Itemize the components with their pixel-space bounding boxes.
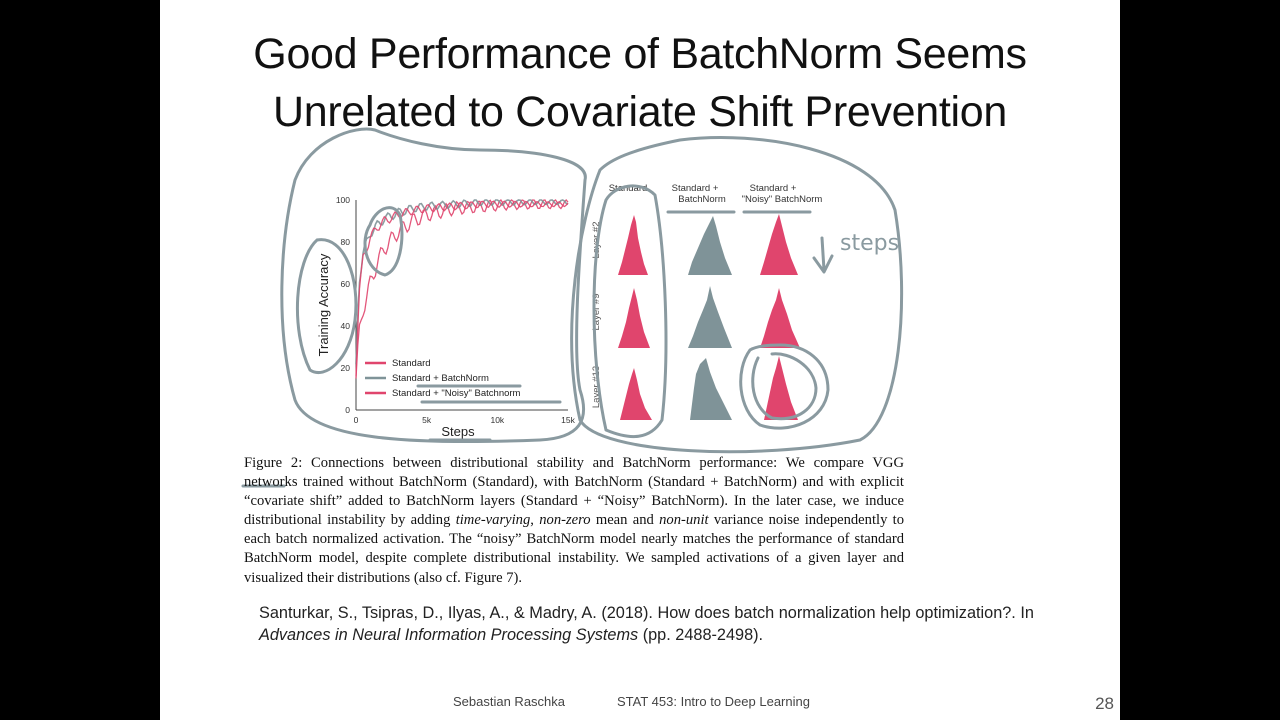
x-tick-label: 5k	[422, 415, 432, 425]
caption-em2: non-zero	[539, 512, 591, 529]
caption-part3: mean and	[590, 512, 660, 529]
col-label-noisy-1: Standard +	[750, 183, 797, 194]
series-line-1	[355, 199, 569, 365]
row-label-layer13: Layer #13	[591, 366, 602, 408]
dist-noisy-layer9	[760, 288, 800, 348]
y-tick-label: 100	[336, 195, 350, 205]
footer-course: STAT 453: Intro to Deep Learning	[617, 694, 810, 709]
y-tick-label: 60	[341, 279, 351, 289]
x-tick-label: 10k	[490, 415, 504, 425]
ink-noisy-circle-inner	[751, 352, 818, 421]
dist-standard-layer13	[620, 368, 652, 420]
ink-noisy-circle	[739, 343, 830, 430]
legend-label-batchnorm: Standard + BatchNorm	[392, 373, 489, 384]
x-tick-label: 15k	[561, 415, 575, 425]
y-tick-label: 80	[341, 237, 351, 247]
page-number: 28	[1095, 694, 1114, 713]
ink-steps-text: steps	[840, 231, 899, 256]
legend-label-standard: Standard	[392, 358, 431, 369]
caption-part1: Figure 2: Connections between distributi…	[244, 455, 904, 529]
y-tick-label: 20	[341, 363, 351, 373]
reference-venue: Advances in Neural Information Processin…	[259, 626, 639, 644]
x-tick-label: 0	[354, 415, 359, 425]
dist-batchnorm-layer13	[690, 358, 732, 420]
y-tick-label: 0	[345, 405, 350, 415]
figure-graphic: 0 20 40 60 80 100 0 5k 10k 15k Training Accuracy…	[241, 127, 904, 488]
slide-title-line1: Good Performance of BatchNorm Seems	[253, 30, 1027, 78]
figure-caption: Figure 2: Connections between distributi…	[244, 454, 904, 588]
ink-distribution-loop	[570, 136, 904, 454]
series-line-2	[355, 200, 569, 377]
dist-batchnorm-layer2	[688, 216, 732, 275]
caption-part2: ,	[530, 512, 540, 529]
dist-standard-layer2	[618, 215, 648, 275]
handwritten-annotations: steps	[241, 127, 904, 488]
ink-standard-column	[592, 184, 668, 439]
col-label-batchnorm-2: BatchNorm	[678, 194, 726, 205]
distribution-panel: Standard Standard + BatchNorm Standard +…	[591, 183, 822, 420]
footer-author: Sebastian Raschka	[453, 694, 566, 709]
col-label-batchnorm-1: Standard +	[672, 183, 719, 194]
ink-chart-loop	[280, 127, 587, 444]
row-label-layer9: Layer #9	[591, 294, 602, 331]
col-label-noisy-2: "Noisy" BatchNorm	[742, 194, 823, 205]
reference-part1: Santurkar, S., Tsipras, D., Ilyas, A., &…	[259, 604, 1034, 622]
slide-title-line2: Unrelated to Covariate Shift Prevention	[272, 88, 1008, 136]
caption-part4: variance noise independently to each bat…	[244, 512, 905, 586]
dist-noisy-layer2	[760, 214, 798, 275]
caption-em1: time-varying	[455, 512, 531, 529]
reference-citation: Santurkar, S., Tsipras, D., Ilyas, A., &…	[259, 602, 1039, 646]
ink-curve-ellipse	[363, 206, 404, 277]
ink-down-arrow	[812, 236, 834, 274]
y-axis-label: Training Accuracy	[316, 253, 331, 356]
slide: Good Performance of BatchNorm Seems Unre…	[160, 0, 1120, 720]
reference-part2: (pp. 2488-2498).	[638, 626, 764, 644]
caption-em3: non-unit	[659, 512, 709, 529]
dist-noisy-layer13	[764, 356, 798, 420]
y-tick-label: 40	[341, 321, 351, 331]
dist-standard-layer9	[618, 288, 650, 348]
accuracy-chart: 0 20 40 60 80 100 0 5k 10k 15k Training Accuracy…	[316, 195, 576, 439]
legend-label-noisy: Standard + "Noisy" Batchnorm	[392, 388, 521, 399]
dist-batchnorm-layer9	[688, 286, 732, 348]
ink-yaxis-ellipse	[295, 238, 358, 374]
series-line-0	[355, 199, 569, 379]
col-label-standard: Standard	[609, 183, 648, 194]
x-axis-label: Steps	[441, 424, 475, 439]
